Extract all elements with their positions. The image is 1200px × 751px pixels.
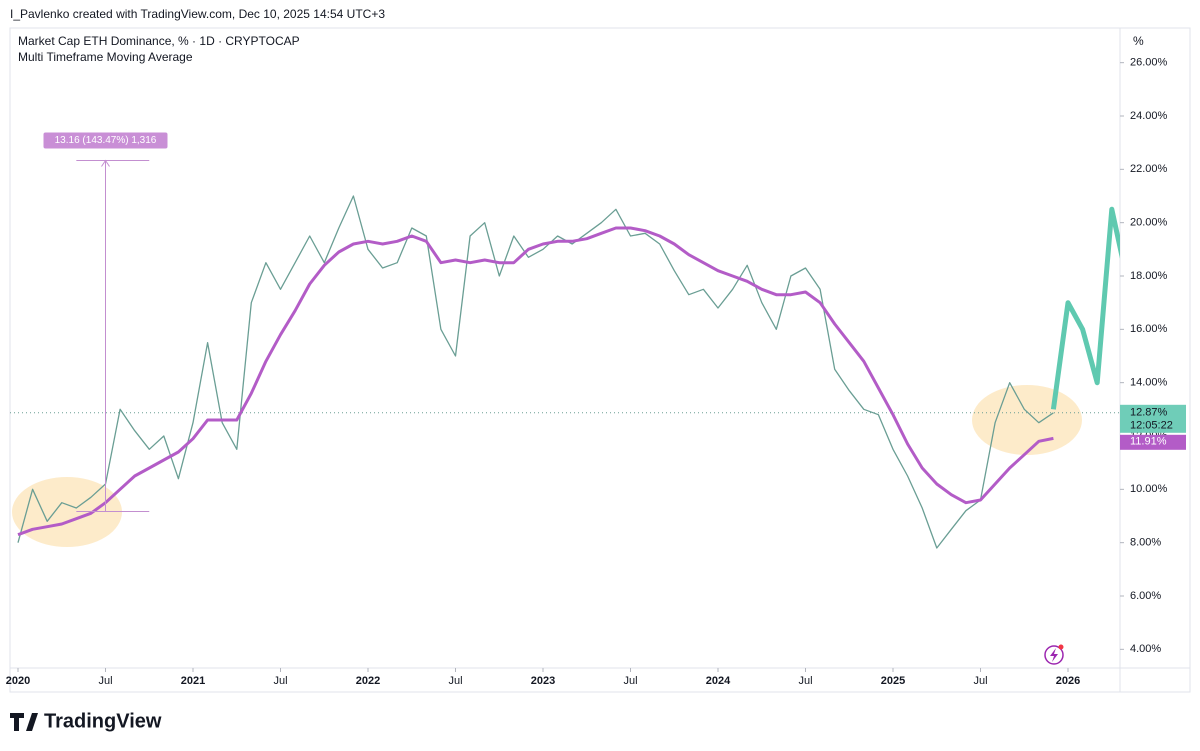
x-tick-label: Jul — [98, 675, 112, 687]
y-tick-label: 4.00% — [1130, 643, 1161, 655]
y-tick-label: 24.00% — [1130, 110, 1168, 122]
logo: TradingView — [10, 710, 162, 732]
y-tick-label: 16.00% — [1130, 323, 1168, 335]
ma-tag — [1120, 434, 1186, 450]
y-tick-label: 20.00% — [1130, 217, 1168, 229]
measure-box — [43, 132, 168, 149]
legend-subtitle: Multi Timeframe Moving Average — [18, 50, 193, 64]
legend-title: Market Cap ETH Dominance, % · 1D · CRYPT… — [18, 34, 300, 48]
highlight — [972, 385, 1082, 455]
y-tick-label: 18.00% — [1130, 270, 1168, 282]
y-tick-label: 14.00% — [1130, 377, 1168, 389]
countdown: 12:05:22 — [1130, 420, 1173, 432]
x-tick-label: 2026 — [1056, 675, 1080, 687]
x-tick-label: 2025 — [881, 675, 905, 687]
price-tag-label: 12.87% — [1130, 407, 1168, 419]
measure-label: 13.16 (143.47%) 1,316 — [55, 135, 157, 146]
x-tick-label: 2022 — [356, 675, 380, 687]
y-tick-label: 22.00% — [1130, 163, 1168, 175]
y-tick-label: 6.00% — [1130, 590, 1161, 602]
arrow-head — [101, 159, 110, 167]
logo-text: TradingView — [44, 710, 162, 732]
price-tag — [1120, 404, 1186, 433]
x-tick-label: Jul — [973, 675, 987, 687]
lightning-icon — [1044, 644, 1064, 665]
x-tick-label: 2023 — [531, 675, 555, 687]
frame — [9, 27, 1191, 693]
y-tick-label: 10.00% — [1130, 483, 1168, 495]
ma-tag-label: 11.91% — [1130, 436, 1167, 448]
x-tick-label: 2020 — [6, 675, 30, 687]
x-tick-label: Jul — [623, 675, 637, 687]
x-tick-label: 2024 — [706, 675, 731, 687]
x-tick-label: Jul — [448, 675, 462, 687]
y-tick-label: 26.00% — [1130, 57, 1168, 69]
unit-label: % — [1133, 34, 1144, 48]
series-line — [17, 195, 1054, 549]
x-tick-label: Jul — [798, 675, 812, 687]
series-line — [17, 226, 1054, 537]
series-line — [1050, 206, 1120, 410]
x-tick-label: 2021 — [181, 675, 205, 687]
y-tick-label: 8.00% — [1130, 537, 1161, 549]
credit: I_Pavlenko created with TradingView.com,… — [10, 7, 385, 21]
plot — [17, 195, 1120, 549]
x-tick-label: Jul — [273, 675, 287, 687]
